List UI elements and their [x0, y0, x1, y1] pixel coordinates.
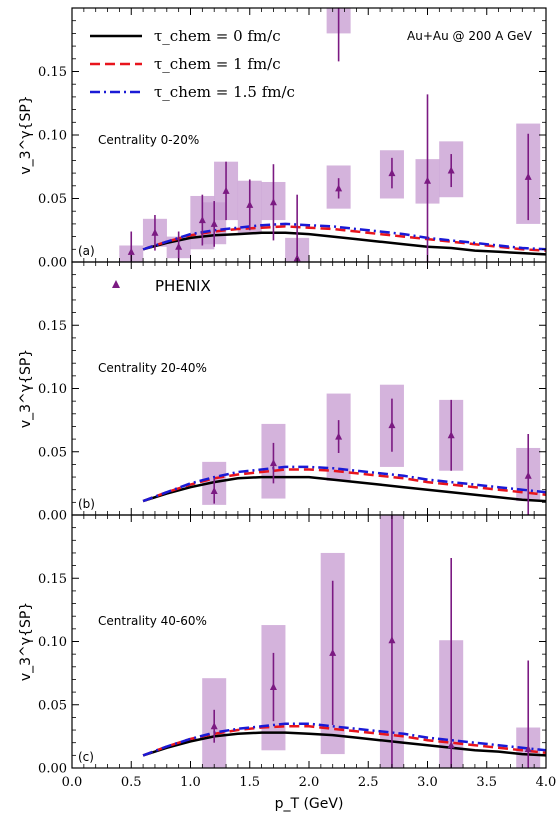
- phenix-point: [175, 242, 183, 250]
- phenix-point: [293, 254, 301, 262]
- panel-c: 0.00 0.05 0.10 0.15 v_3^γ{SP} Centrality 40-6…: [18, 514, 547, 777]
- phenix-legend-label: PHENIX: [155, 277, 211, 295]
- phenix-point: [524, 745, 532, 753]
- phenix-point: [447, 166, 455, 174]
- centrality-label: Centrality 0-20%: [98, 133, 199, 147]
- curve-tau0: [142, 231, 546, 256]
- panel-a: 0.00 0.05 0.10 0.15 v_3^γ{SP} Centrality 0-20…: [18, 7, 547, 271]
- x-axis-tick-labels: 0.0 0.5 1.0 1.5 2.0 2.5 3.0 3.5 4.0: [62, 775, 557, 790]
- y-tick-label: 0.15: [38, 572, 67, 587]
- phenix-point: [524, 471, 532, 479]
- x-tick-label: 0.0: [62, 775, 83, 790]
- x-tick-label: 0.5: [121, 775, 142, 790]
- phenix-point: [335, 184, 343, 192]
- y-tick-label: 0.05: [38, 698, 67, 713]
- curve-tau15: [142, 465, 546, 503]
- curve-tau0: [142, 475, 546, 503]
- panel-tag: (b): [78, 497, 95, 511]
- y-axis-title: v_3^γ{SP}: [18, 95, 34, 174]
- panel-frame: [71, 514, 547, 769]
- phenix-point: [388, 636, 396, 644]
- phenix-point: [335, 432, 343, 440]
- x-tick-label: 3.5: [476, 775, 497, 790]
- phenix-point: [329, 648, 337, 656]
- phenix-point: [127, 247, 135, 255]
- y-tick-label: 0.15: [38, 319, 67, 334]
- phenix-point: [447, 431, 455, 439]
- phenix-point: [269, 683, 277, 691]
- y-tick-label: 0.00: [38, 509, 67, 524]
- phenix-point: [222, 186, 230, 194]
- x-tick-label: 4.0: [536, 775, 557, 790]
- y-tick-label: 0.00: [38, 256, 67, 271]
- phenix-point: [210, 722, 218, 730]
- phenix-point: [210, 486, 218, 494]
- legend-label-tau15: τ_chem = 1.5 fm/c: [154, 83, 295, 101]
- curve-tau15: [142, 222, 546, 251]
- panel-tag: (c): [78, 750, 94, 764]
- x-tick-label: 1.5: [239, 775, 260, 790]
- phenix-point: [424, 176, 431, 184]
- legend-label-tau0: τ_chem = 0 fm/c: [154, 27, 281, 45]
- x-tick-label: 1.0: [180, 775, 201, 790]
- x-tick-label: 2.0: [299, 775, 320, 790]
- y-axis-title: v_3^γ{SP}: [18, 602, 34, 681]
- legend: τ_chem = 0 fm/c τ_chem = 1 fm/c τ_chem =…: [90, 27, 295, 101]
- curve-tau0: [142, 731, 546, 757]
- x-tick-label: 2.5: [358, 775, 379, 790]
- y-tick-label: 0.10: [38, 382, 67, 397]
- curve-tau15: [142, 722, 546, 757]
- panel-tag: (a): [78, 244, 95, 258]
- phenix-point: [269, 198, 277, 206]
- panel-b: 0.00 0.05 0.10 0.15 v_3^γ{SP} Centrality 20-4…: [18, 261, 547, 524]
- x-tick-label: 3.0: [417, 775, 438, 790]
- y-axis-title: v_3^γ{SP}: [18, 349, 34, 428]
- phenix-point: [524, 172, 532, 180]
- centrality-label: Centrality 20-40%: [98, 361, 207, 375]
- legend-label-tau1: τ_chem = 1 fm/c: [154, 55, 281, 73]
- y-tick-label: 0.10: [38, 635, 67, 650]
- phenix-point: [447, 741, 455, 749]
- panel-data: [142, 384, 546, 515]
- centrality-label: Centrality 40-60%: [98, 614, 207, 628]
- y-tick-label: 0.05: [38, 445, 67, 460]
- y-tick-label: 0.00: [38, 762, 67, 777]
- phenix-point: [269, 459, 277, 467]
- phenix-legend: PHENIX: [112, 277, 211, 295]
- phenix-point: [210, 219, 218, 227]
- y-tick-label: 0.10: [38, 129, 67, 144]
- phenix-point: [388, 421, 396, 429]
- panel-data: [119, 8, 546, 262]
- phenix-point: [246, 200, 254, 208]
- panel-data: [142, 515, 546, 768]
- phenix-legend-marker: [112, 280, 120, 288]
- phenix-point: [198, 216, 206, 224]
- phenix-point: [151, 228, 159, 236]
- y-tick-label: 0.15: [38, 65, 67, 80]
- collision-label: Au+Au @ 200 A GeV: [407, 29, 533, 43]
- phenix-point: [388, 169, 396, 177]
- y-tick-label: 0.05: [38, 192, 67, 207]
- x-axis-title: p_T (GeV): [275, 796, 344, 812]
